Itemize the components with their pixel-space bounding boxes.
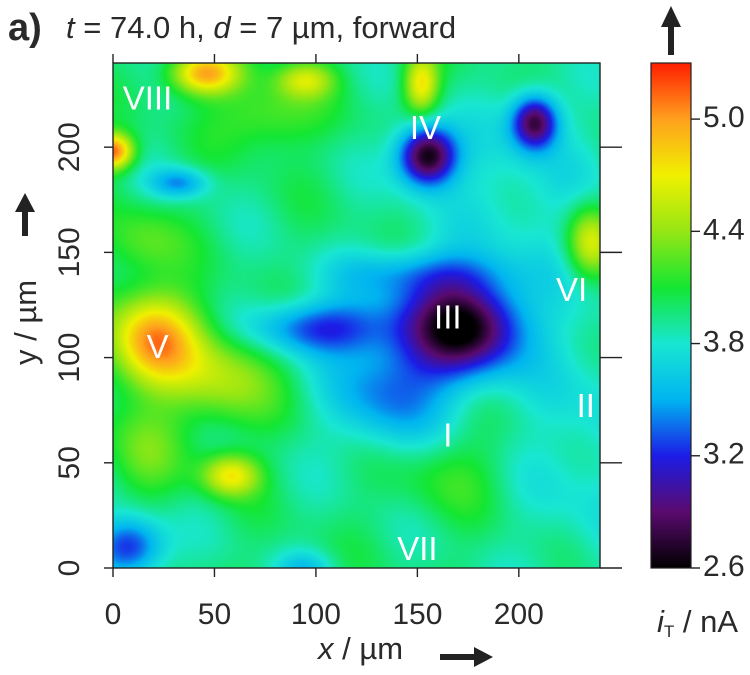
y-tick-label: 150: [53, 227, 86, 277]
y-tick-label: 50: [53, 446, 86, 479]
y-axis-arrow-icon: [15, 193, 35, 236]
y-axis-label: y / µm: [8, 280, 43, 365]
plot-frame: [112, 62, 601, 569]
colorbar-label-symbol: i: [657, 604, 665, 639]
title-t-symbol: t: [66, 10, 76, 45]
x-tick-label: 100: [291, 598, 341, 631]
x-tick-label: 150: [392, 598, 442, 631]
region-label: II: [577, 387, 595, 424]
x-axis-unit: / µm: [334, 631, 404, 666]
colorbar-label-subscript: T: [664, 622, 674, 641]
colorbar-arrow-icon: [661, 6, 681, 55]
colorbar: [650, 62, 692, 569]
region-label: III: [434, 298, 462, 335]
colorbar-label-unit: / nA: [674, 604, 738, 639]
region-label: I: [443, 416, 452, 453]
colorbar-label: iT / nA: [657, 604, 738, 641]
x-axis-label: x / µm: [316, 631, 403, 666]
colorbar-gradient: [650, 62, 692, 569]
x-tick-label: 50: [198, 598, 231, 631]
region-label: VIII: [123, 80, 173, 117]
colorbar-tick-label: 4.4: [703, 213, 745, 246]
title-d-value: = 7 µm, forward: [231, 10, 456, 45]
y-tick-label: 100: [53, 333, 86, 383]
x-axis-symbol: x: [316, 631, 335, 666]
y-tick-label: 0: [53, 560, 86, 577]
region-label: IV: [410, 109, 441, 146]
colorbar-tick-label: 2.6: [703, 550, 745, 583]
plot-area: [112, 62, 601, 569]
x-tick-label: 0: [105, 598, 122, 631]
y-tick-label: 200: [53, 122, 86, 172]
region-label: V: [147, 328, 169, 365]
colorbar-tick-label: 5.0: [703, 101, 745, 134]
colorbar-tick-label: 3.2: [703, 438, 745, 471]
x-tick-label: 200: [494, 598, 544, 631]
heatmap-image: [113, 63, 600, 568]
x-axis-arrow-icon: [440, 647, 493, 667]
chart-title: t = 74.0 h, d = 7 µm, forward: [66, 10, 456, 45]
axis-ticks: 0 50 100 150 200 0 50 100 150 200: [53, 54, 622, 631]
region-label: VII: [397, 530, 437, 567]
colorbar-ticks: 2.6 3.2 3.8 4.4 5.0: [691, 101, 745, 583]
title-d-symbol: d: [213, 10, 232, 45]
region-label: VI: [556, 271, 587, 308]
panel-label: a): [8, 7, 42, 49]
title-t-value: = 74.0 h,: [75, 10, 214, 45]
colorbar-tick-label: 3.8: [703, 325, 745, 358]
